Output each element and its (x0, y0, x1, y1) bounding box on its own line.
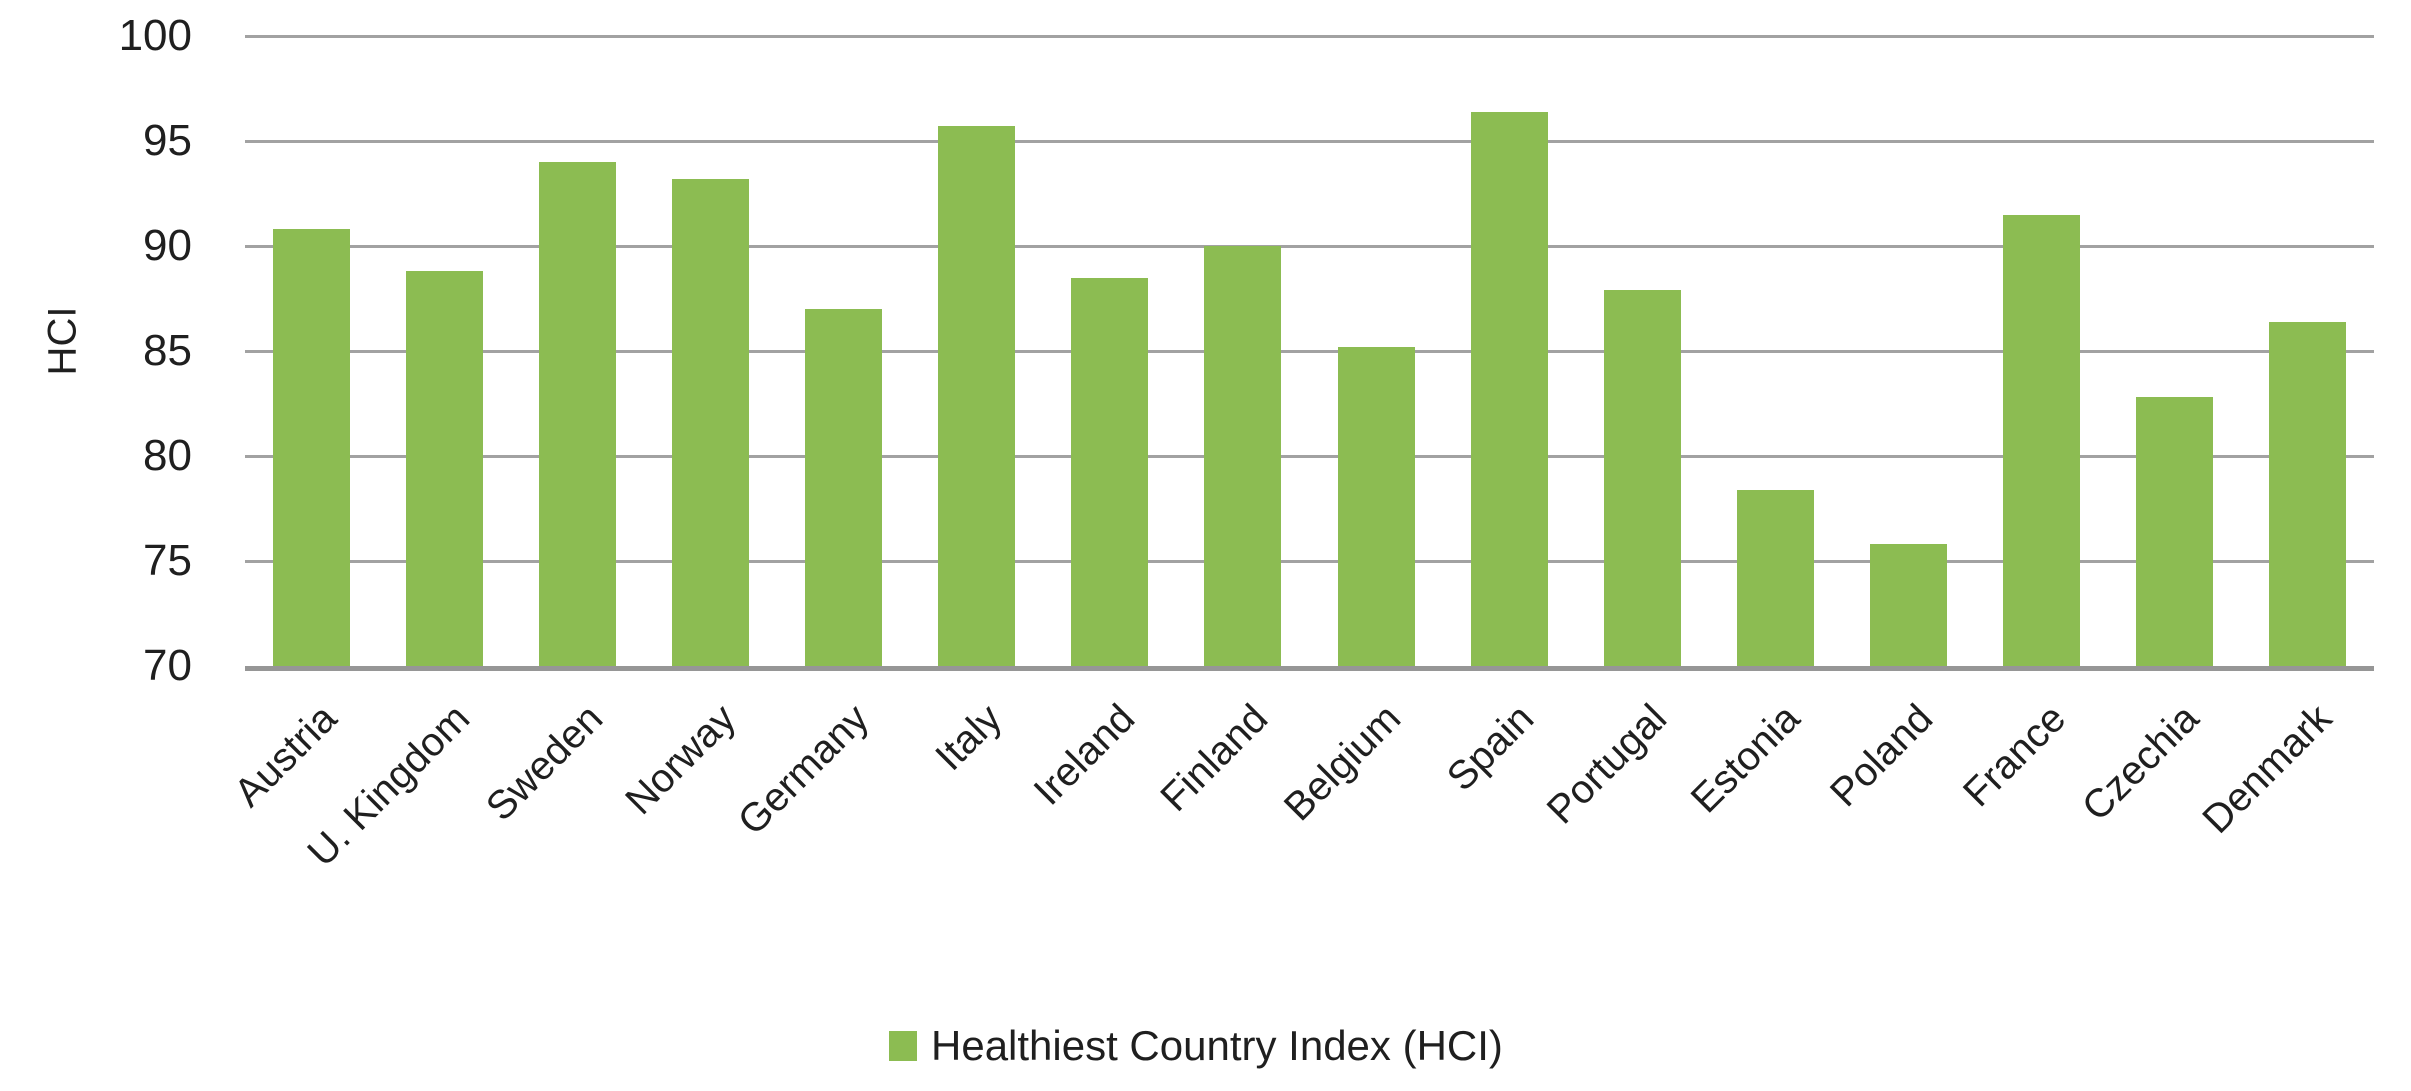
y-tick-label-70: 70 (143, 641, 192, 690)
y-tick-label-100: 100 (118, 11, 192, 60)
bar-u-kingdom (406, 271, 484, 666)
x-label-spain: Spain (1438, 696, 1543, 800)
bar-estonia (1736, 489, 1814, 666)
bar-finland (1204, 246, 1282, 666)
gridline-85 (245, 350, 2374, 353)
bar-ireland (1071, 277, 1149, 666)
gridline-100 (245, 35, 2374, 38)
bar-portugal (1603, 290, 1681, 666)
x-label-sweden: Sweden (477, 696, 611, 830)
x-label-finland: Finland (1152, 696, 1277, 820)
y-tick-label-90: 90 (143, 221, 192, 270)
bar-austria (273, 229, 351, 666)
bar-germany (805, 309, 883, 666)
gridline-75 (245, 560, 2374, 563)
x-label-ireland: Ireland (1025, 696, 1144, 814)
y-axis-title: HCI (40, 306, 85, 376)
legend: Healthiest Country Index (HCI) (889, 1022, 1503, 1070)
x-label-belgium: Belgium (1275, 696, 1410, 830)
bar-france (2002, 214, 2080, 666)
y-tick-label-95: 95 (143, 116, 192, 165)
x-label-denmark: Denmark (2194, 696, 2341, 842)
x-label-estonia: Estonia (1682, 696, 1809, 822)
bar-sweden (539, 162, 617, 666)
x-label-austria: Austria (225, 696, 345, 816)
bar-italy (938, 126, 1016, 666)
gridline-95 (245, 140, 2374, 143)
y-tick-label-75: 75 (143, 536, 192, 585)
x-axis-line (245, 666, 2374, 671)
y-tick-label-85: 85 (143, 326, 192, 375)
x-label-italy: Italy (927, 696, 1011, 780)
x-label-germany: Germany (729, 696, 877, 844)
legend-label: Healthiest Country Index (HCI) (931, 1022, 1503, 1069)
x-label-france: France (1955, 696, 2075, 816)
y-tick-label-80: 80 (143, 431, 192, 480)
gridline-80 (245, 455, 2374, 458)
bar-denmark (2268, 321, 2346, 666)
bar-spain (1470, 111, 1548, 666)
gridline-90 (245, 245, 2374, 248)
bar-belgium (1337, 346, 1415, 666)
x-label-norway: Norway (616, 696, 744, 824)
bar-poland (1869, 544, 1947, 666)
bar-norway (672, 178, 750, 666)
x-label-czechia: Czechia (2074, 696, 2208, 830)
x-label-portugal: Portugal (1538, 696, 1676, 833)
x-label-poland: Poland (1822, 696, 1942, 816)
bar-czechia (2135, 397, 2213, 666)
legend-swatch (889, 1031, 917, 1061)
